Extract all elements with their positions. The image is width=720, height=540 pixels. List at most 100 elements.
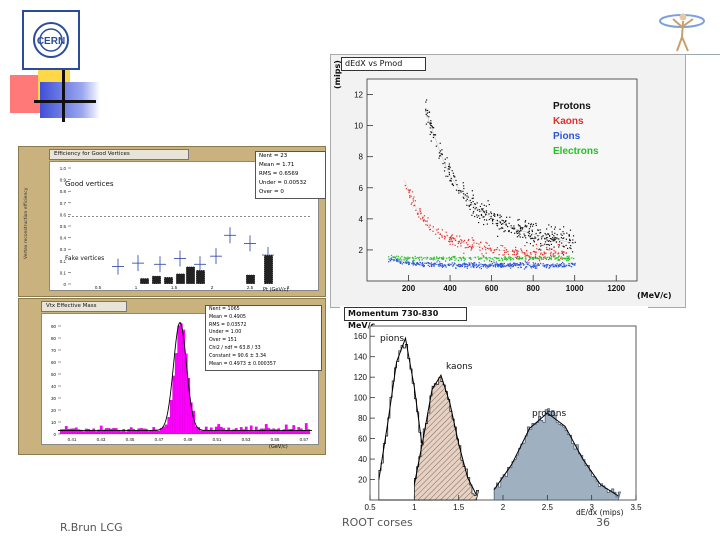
mass-histogram-bar [202,430,206,435]
dedx-point-kaons [451,237,453,239]
dedx-point-pions [560,264,562,267]
dedx-point-kaons [515,250,517,252]
dedx-point-electrons [557,259,559,261]
efficiency-fake-bar [195,269,206,285]
dedx-point-pions [445,260,447,262]
dedx-point-kaons [484,245,486,247]
efficiency-plot-title: Efficiency for Good Vertices [49,149,189,160]
footer-title: ROOT corses [342,516,413,529]
corner-decoration-hline [34,100,96,103]
dedx-point-protons [472,200,474,203]
dedx-point-pions [416,262,418,264]
mass-histogram-bar [177,325,181,435]
dedx-point-kaons [414,200,416,202]
dedx-point-pions [531,265,533,268]
dedx-point-protons [432,136,435,139]
dedx-point-electrons [463,259,465,262]
momentum-plot-frame [369,325,637,501]
dedx-point-protons [439,142,441,144]
mass-histogram-bar [162,426,166,435]
dedx-point-pions [489,263,491,265]
dedx-point-protons [447,168,450,170]
dedx-point-protons [515,231,518,233]
dedx-point-protons [540,242,542,245]
dedx-point-pions [507,263,509,265]
dedx-point-electrons [481,257,483,259]
dedx-point-pions [517,266,519,269]
dedx-point-pions [571,263,574,265]
dedx-point-electrons [393,258,395,261]
dedx-point-pions [430,262,433,264]
dedx-point-kaons [409,189,412,191]
dedx-point-pions [474,262,476,264]
dedx-point-pions [461,264,464,266]
dedx-point-electrons [509,259,512,261]
dedx-point-protons [549,237,552,240]
dedx-point-kaons [414,204,416,206]
protons-label: protons [532,409,567,419]
dedx-point-kaons [472,239,474,241]
dedx-point-protons [554,236,556,239]
dedx-point-electrons [569,258,571,260]
dedx-point-kaons [413,196,415,198]
dedx-point-kaons [557,252,560,254]
dedx-point-kaons [500,244,502,247]
dedx-point-protons [533,238,535,240]
dedx-point-pions [548,267,550,269]
dedx-point-protons [556,237,558,239]
dedx-point-protons [438,157,440,159]
dedx-point-electrons [550,255,553,258]
dedx-point-protons [562,231,564,233]
dedx-point-kaons [521,251,523,253]
dedx-point-protons [555,241,558,243]
dedx-point-pions [459,265,462,268]
dedx-point-electrons [392,258,394,261]
dedx-point-kaons [468,238,470,241]
dedx-point-kaons [520,248,522,250]
dedx-point-kaons [453,238,455,240]
dedx-point-protons [463,193,465,195]
dedx-point-kaons [534,251,536,253]
dedx-point-protons [466,195,468,197]
dedx-point-protons [553,239,555,242]
dedx-point-protons [540,238,543,240]
dedx-point-electrons [440,258,443,260]
dedx-point-kaons [463,241,465,243]
dedx-point-protons [528,222,530,225]
dedx-point-electrons [520,257,522,260]
momentum-xtick-label: 1.5 [453,503,465,512]
dedx-point-protons [539,229,541,231]
dedx-point-protons [501,226,503,229]
dedx-point-kaons [405,188,407,190]
dedx-point-protons [485,219,488,221]
dedx-point-electrons [559,259,561,261]
dedx-point-pions [543,264,546,267]
mass-gaussian-fit [58,321,312,431]
dedx-point-kaons [561,250,563,252]
dedx-point-pions [501,264,503,266]
dedx-point-pions [568,264,570,266]
dedx-point-protons [521,228,524,230]
dedx-point-kaons [517,253,519,255]
dedx-point-pions [456,264,458,266]
dedx-point-pions [399,262,401,264]
dedx-xtick-label: 800 [526,284,540,293]
dedx-point-electrons [501,259,504,261]
dedx-point-pions [457,265,459,267]
dedx-point-pions [473,261,475,264]
dedx-point-electrons [412,257,414,260]
dedx-point-protons [452,172,454,174]
dedx-point-kaons [526,250,528,252]
dedx-point-electrons [566,258,568,260]
dedx-point-kaons [408,189,410,191]
dedx-point-pions [517,263,520,266]
dedx-point-protons [441,149,443,151]
dedx-point-kaons [524,245,526,247]
dedx-point-protons [550,240,552,243]
dedx-point-kaons [498,249,501,251]
dedx-point-pions [507,264,510,267]
dedx-point-pions [563,264,565,266]
dedx-point-protons [516,236,519,238]
dedx-point-protons [569,239,571,241]
dedx-point-kaons [534,256,537,259]
